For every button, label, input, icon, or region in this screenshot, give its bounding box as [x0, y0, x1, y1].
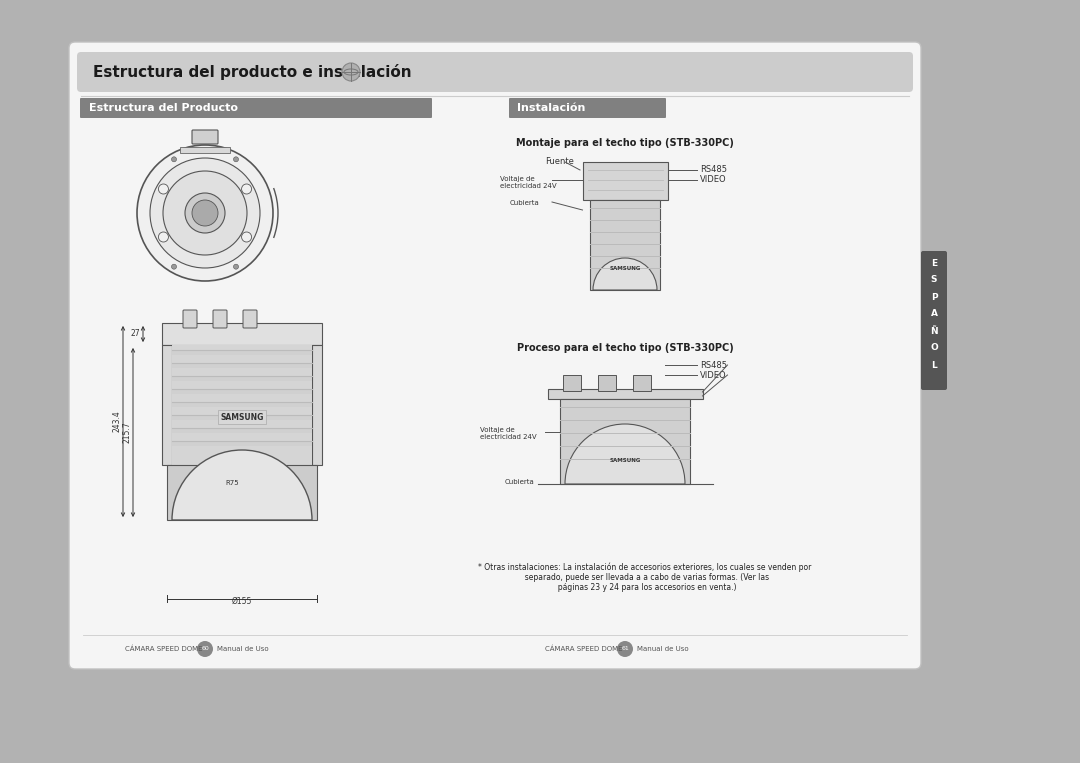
Text: VIDEO: VIDEO	[700, 175, 727, 185]
FancyBboxPatch shape	[192, 130, 218, 144]
FancyBboxPatch shape	[77, 52, 913, 92]
Circle shape	[137, 145, 273, 281]
Text: R75: R75	[226, 480, 239, 486]
Text: Voltaje de
electricidad 24V: Voltaje de electricidad 24V	[500, 176, 556, 189]
Text: L: L	[931, 360, 936, 369]
Text: P: P	[931, 292, 937, 301]
Bar	[162, 345, 172, 465]
Text: 61: 61	[621, 646, 629, 652]
FancyBboxPatch shape	[69, 42, 921, 669]
FancyBboxPatch shape	[509, 98, 666, 118]
Text: Manual de Uso: Manual de Uso	[217, 646, 269, 652]
Bar	[172, 402, 312, 407]
Circle shape	[172, 157, 176, 162]
Bar	[597, 375, 616, 391]
Text: 243.4: 243.4	[112, 410, 121, 433]
Circle shape	[185, 193, 225, 233]
Text: VIDEO: VIDEO	[700, 371, 727, 379]
Circle shape	[617, 641, 633, 657]
Bar	[172, 345, 312, 465]
Text: SAMSUNG: SAMSUNG	[220, 413, 264, 421]
Text: 27: 27	[131, 330, 140, 339]
Bar	[563, 375, 581, 391]
Circle shape	[242, 184, 252, 194]
Wedge shape	[565, 424, 685, 484]
FancyBboxPatch shape	[183, 310, 197, 328]
Bar	[172, 363, 312, 368]
Text: * Otras instalaciones: La instalación de accesorios exteriores, los cuales se ve: * Otras instalaciones: La instalación de…	[478, 562, 812, 592]
Circle shape	[233, 157, 239, 162]
Text: Fuente: Fuente	[545, 157, 573, 166]
Bar	[312, 345, 322, 465]
Text: E: E	[931, 259, 937, 268]
Text: SAMSUNG: SAMSUNG	[609, 458, 640, 463]
Text: A: A	[931, 310, 937, 318]
Circle shape	[233, 264, 239, 269]
Bar	[167, 465, 318, 520]
Bar	[561, 399, 690, 484]
Bar	[172, 428, 312, 433]
Text: Estructura del Producto: Estructura del Producto	[89, 103, 238, 113]
FancyBboxPatch shape	[213, 310, 227, 328]
Bar	[172, 415, 312, 420]
Text: Cubierta: Cubierta	[505, 479, 535, 485]
Circle shape	[342, 63, 360, 81]
Text: Proceso para el techo tipo (STB-330PC): Proceso para el techo tipo (STB-330PC)	[516, 343, 733, 353]
Text: Voltaje de
electricidad 24V: Voltaje de electricidad 24V	[480, 427, 537, 440]
Bar	[172, 389, 312, 394]
Circle shape	[172, 264, 176, 269]
Bar	[162, 323, 322, 345]
Circle shape	[163, 171, 247, 255]
Bar	[582, 162, 667, 200]
Circle shape	[197, 641, 213, 657]
FancyBboxPatch shape	[921, 251, 947, 390]
Text: Instalación: Instalación	[517, 103, 585, 113]
Bar	[590, 200, 660, 290]
Text: Cubierta: Cubierta	[510, 200, 540, 206]
Circle shape	[159, 184, 168, 194]
Bar	[548, 389, 702, 399]
Text: Ø155: Ø155	[232, 597, 253, 606]
FancyBboxPatch shape	[80, 98, 432, 118]
Circle shape	[192, 200, 218, 226]
Text: 60: 60	[201, 646, 208, 652]
Text: Montaje para el techo tipo (STB-330PC): Montaje para el techo tipo (STB-330PC)	[516, 138, 734, 148]
Circle shape	[150, 158, 260, 268]
Text: 215.7: 215.7	[122, 422, 131, 443]
Text: CÁMARA SPEED DOME: CÁMARA SPEED DOME	[545, 645, 622, 652]
Bar	[633, 375, 650, 391]
Bar	[172, 441, 312, 446]
Wedge shape	[593, 258, 657, 290]
Circle shape	[242, 232, 252, 242]
Text: Manual de Uso: Manual de Uso	[637, 646, 689, 652]
Text: S: S	[931, 275, 937, 285]
Text: RS485: RS485	[700, 360, 727, 369]
Text: CÁMARA SPEED DOME: CÁMARA SPEED DOME	[125, 645, 203, 652]
Wedge shape	[172, 450, 312, 520]
FancyBboxPatch shape	[243, 310, 257, 328]
Text: O: O	[930, 343, 937, 353]
Text: Ñ: Ñ	[930, 327, 937, 336]
Text: Estructura del producto e instalación: Estructura del producto e instalación	[93, 64, 411, 80]
Text: RS485: RS485	[700, 166, 727, 175]
Bar	[172, 376, 312, 381]
Text: SAMSUNG: SAMSUNG	[609, 266, 640, 271]
Bar	[172, 350, 312, 355]
FancyBboxPatch shape	[180, 147, 230, 153]
Circle shape	[159, 232, 168, 242]
